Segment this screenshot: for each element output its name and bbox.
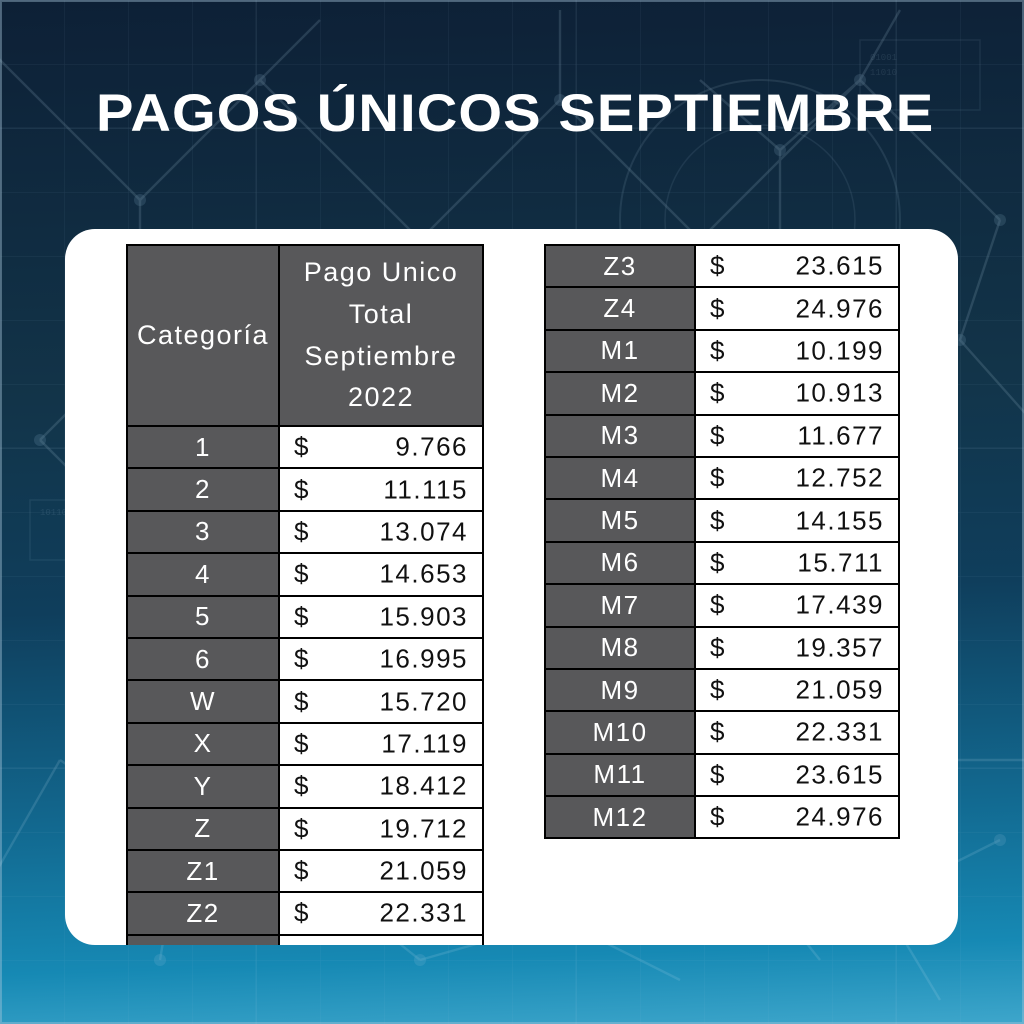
svg-text:10110: 10110 (40, 508, 67, 518)
svg-text:11010: 11010 (870, 68, 897, 78)
svg-text:01001: 01001 (870, 53, 897, 63)
